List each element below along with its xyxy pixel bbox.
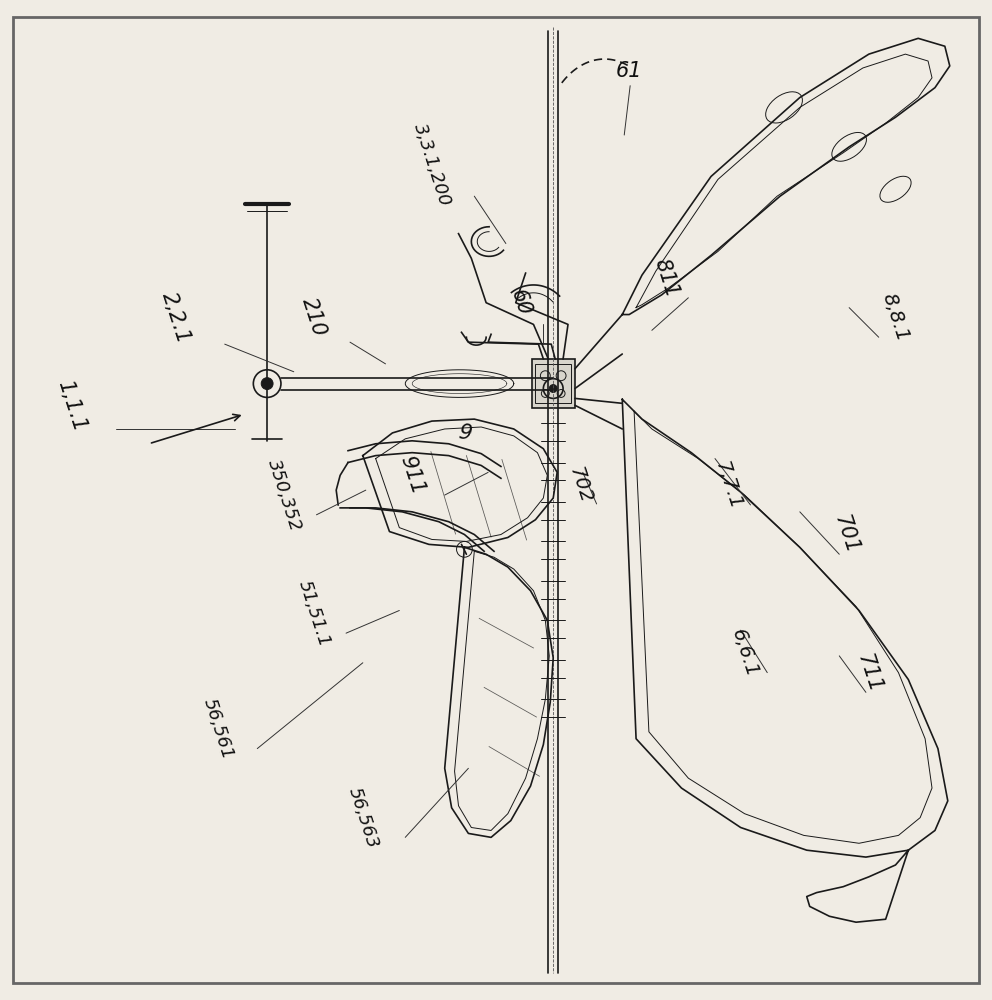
- Text: 3,3.1,200: 3,3.1,200: [410, 121, 453, 208]
- Text: 56,563: 56,563: [344, 785, 381, 850]
- Text: 1,1.1: 1,1.1: [55, 378, 89, 435]
- Text: 702: 702: [565, 465, 594, 506]
- Text: 350,352: 350,352: [264, 457, 304, 533]
- Text: 51,51.1: 51,51.1: [295, 578, 332, 649]
- Text: 9: 9: [456, 422, 473, 444]
- Text: 911: 911: [397, 453, 428, 497]
- Text: 711: 711: [853, 651, 885, 695]
- Bar: [536, 364, 571, 403]
- Text: 60: 60: [507, 287, 535, 318]
- Text: 2,2.1: 2,2.1: [158, 289, 193, 346]
- Text: 210: 210: [298, 296, 329, 340]
- Text: 811: 811: [650, 256, 682, 300]
- Text: 701: 701: [830, 513, 862, 557]
- Text: 8,8.1: 8,8.1: [879, 291, 913, 344]
- Circle shape: [261, 378, 273, 390]
- Text: 7,7.1: 7,7.1: [711, 459, 745, 512]
- Bar: [532, 359, 575, 408]
- Circle shape: [550, 385, 558, 392]
- Text: 61: 61: [616, 61, 643, 81]
- Text: 6,6.1: 6,6.1: [728, 626, 761, 679]
- Text: 56,561: 56,561: [199, 696, 236, 762]
